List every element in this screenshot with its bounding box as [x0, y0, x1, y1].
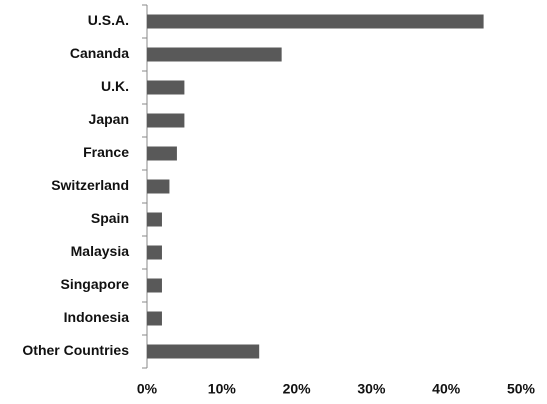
bar	[147, 344, 260, 359]
y-tick-label: Singapore	[61, 276, 130, 292]
y-tick-label: Indonesia	[64, 309, 130, 325]
bar	[147, 212, 162, 227]
bar	[147, 179, 170, 194]
bar	[147, 311, 162, 326]
y-tick-label: Malaysia	[71, 243, 130, 259]
y-tick-label: Switzerland	[51, 177, 129, 193]
y-tick-label: Other Countries	[22, 342, 129, 358]
bar	[147, 80, 185, 95]
y-tick-label: U.K.	[101, 78, 129, 94]
bar	[147, 14, 484, 29]
x-tick-label: 40%	[432, 381, 461, 397]
y-tick-label: Japan	[89, 111, 129, 127]
x-tick-label: 20%	[283, 381, 312, 397]
bar	[147, 146, 177, 161]
x-tick-label: 30%	[357, 381, 386, 397]
y-tick-label: France	[83, 144, 129, 160]
bar	[147, 113, 185, 128]
x-tick-label: 0%	[137, 381, 158, 397]
y-tick-label: Spain	[91, 210, 129, 226]
bar	[147, 278, 162, 293]
y-tick-label: U.S.A.	[88, 12, 129, 28]
x-tick-label: 10%	[208, 381, 237, 397]
bar	[147, 245, 162, 260]
bar	[147, 47, 282, 62]
x-tick-label: 50%	[507, 381, 536, 397]
y-tick-label: Cananda	[70, 45, 129, 61]
